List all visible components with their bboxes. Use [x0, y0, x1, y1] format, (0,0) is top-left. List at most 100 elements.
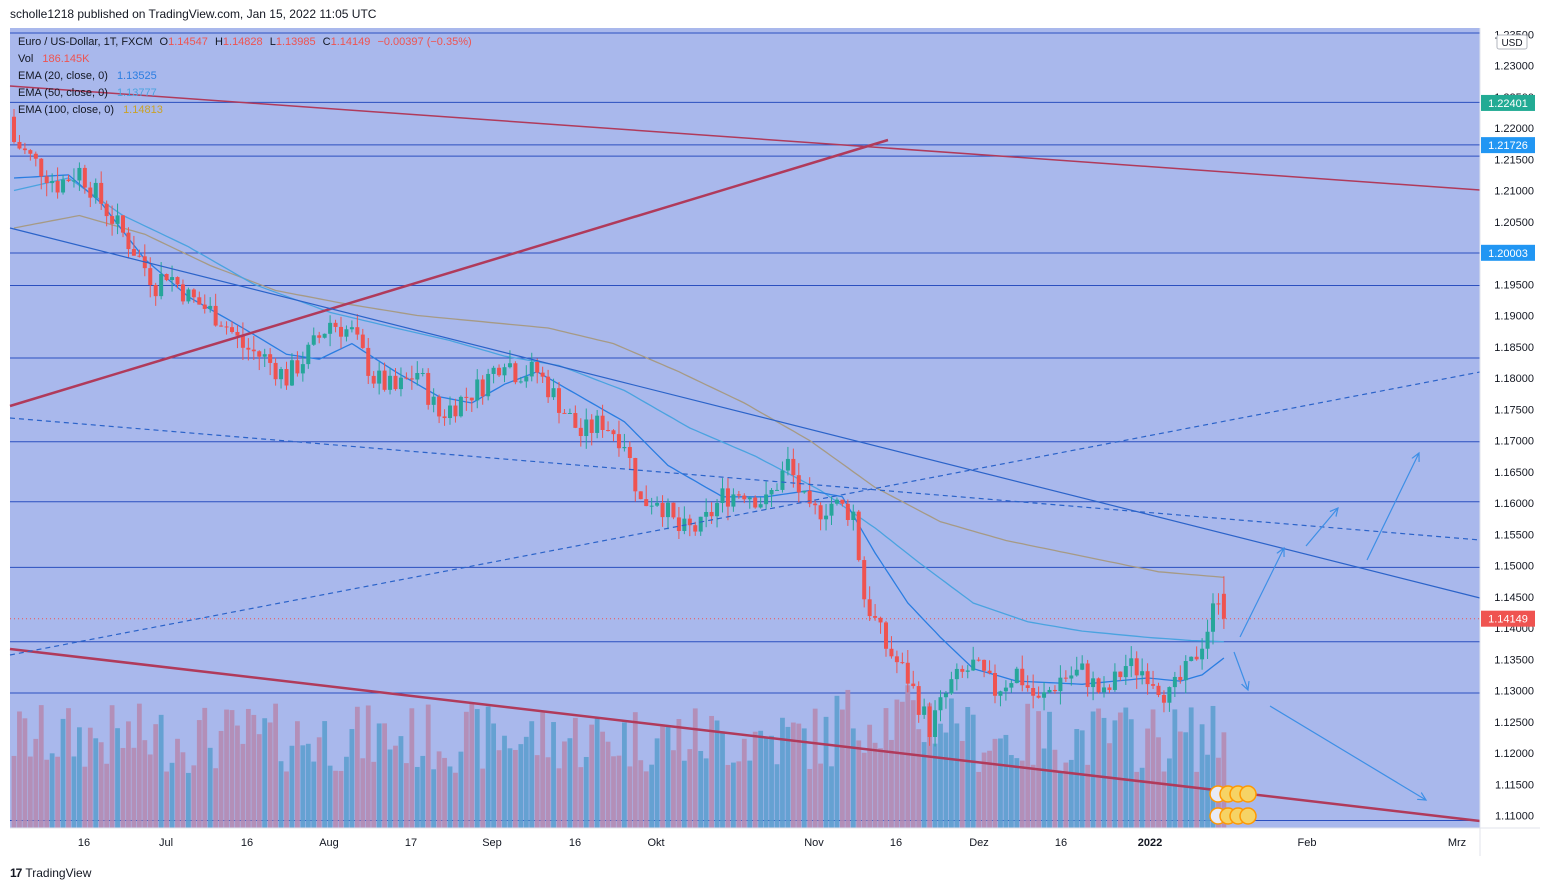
- candle-body: [39, 158, 44, 177]
- candle-body: [993, 672, 997, 696]
- candle-body: [1025, 685, 1030, 688]
- volume-bar: [681, 760, 687, 828]
- ema50-label[interactable]: EMA (50, close, 0): [18, 87, 108, 99]
- volume-bar: [1117, 712, 1123, 828]
- candle-body: [458, 396, 463, 417]
- candle-body: [704, 511, 709, 517]
- candle-body: [943, 693, 948, 698]
- currency-label: USD: [1501, 38, 1522, 49]
- footer-brand[interactable]: 17 TradingView: [10, 866, 91, 880]
- candle-body: [1069, 675, 1074, 679]
- candle-body: [546, 376, 551, 398]
- volume-bar: [1079, 730, 1085, 828]
- volume-bar: [949, 698, 954, 828]
- volume-bar: [932, 743, 938, 828]
- candle-body: [175, 277, 180, 285]
- price-tick-label: 1.12000: [1494, 748, 1534, 760]
- volume-bar: [136, 703, 142, 828]
- candle-body: [28, 150, 33, 154]
- candle-body: [845, 503, 850, 521]
- volume-bar: [82, 766, 88, 828]
- candle-body: [1216, 603, 1221, 605]
- volume-bar: [567, 738, 573, 828]
- event-flag-icon[interactable]: [1239, 807, 1257, 825]
- volume-bar: [180, 752, 186, 828]
- candle-body: [437, 396, 442, 417]
- volume-bar: [147, 754, 153, 828]
- volume-bar: [1085, 764, 1091, 828]
- volume-bar: [801, 728, 807, 828]
- candle-body: [1178, 676, 1183, 681]
- candle-body: [742, 495, 747, 500]
- volume-bar: [823, 716, 829, 828]
- candle-body: [1189, 656, 1194, 662]
- candle-body: [867, 599, 872, 617]
- candle-body: [17, 141, 22, 149]
- volume-bar: [164, 771, 169, 828]
- volume-bar: [540, 712, 546, 828]
- volume-bar: [1068, 759, 1074, 828]
- candle-body: [371, 375, 376, 384]
- candle-body: [758, 504, 763, 508]
- high-value: 1.14828: [222, 36, 263, 48]
- volume-bar: [1139, 767, 1145, 828]
- price-tick-label: 1.21000: [1494, 186, 1534, 198]
- volume-bar: [600, 731, 605, 828]
- candle-body: [44, 176, 49, 184]
- volume-bar: [251, 714, 257, 828]
- symbol-title[interactable]: Euro / US-Dollar, 1T, FXCM: [18, 36, 153, 48]
- volume-bar: [1041, 748, 1047, 828]
- ema20-label[interactable]: EMA (20, close, 0): [18, 70, 108, 82]
- volume-bar: [998, 738, 1003, 828]
- time-axis[interactable]: 16 Jul 16 Aug 17 Sep 16 Okt Nov 16 Dez 16 2022 Feb Mrz: [78, 837, 1466, 849]
- economic-event-icons[interactable]: [1209, 785, 1257, 825]
- candle-body: [360, 334, 365, 348]
- volume-bar: [77, 727, 82, 828]
- volume-bar: [589, 724, 595, 828]
- volume-bar: [807, 768, 813, 828]
- volume-label[interactable]: Vol: [18, 53, 34, 65]
- volume-bar: [235, 725, 240, 828]
- volume-bars: [11, 685, 1227, 828]
- ema100-label[interactable]: EMA (100, close, 0): [18, 104, 114, 116]
- volume-bar: [66, 708, 71, 828]
- candle-body: [230, 327, 234, 332]
- volume-bar: [872, 742, 878, 828]
- candle-body: [1161, 694, 1166, 703]
- price-labels: 1.22401 1.21726 1.20003 1.14149: [1481, 94, 1535, 627]
- candle-body: [802, 490, 807, 493]
- volume-bar: [502, 735, 507, 828]
- volume-bar: [1090, 711, 1096, 828]
- volume-bar: [910, 700, 916, 828]
- volume-bar: [333, 770, 338, 828]
- candle-body: [431, 396, 436, 405]
- candle-body: [878, 617, 883, 623]
- candle-body: [562, 412, 567, 414]
- candle-body: [633, 457, 638, 492]
- candle-body: [649, 505, 654, 507]
- event-flag-icon[interactable]: [1239, 785, 1257, 803]
- candle-body: [627, 446, 632, 458]
- volume-bar: [959, 740, 965, 828]
- candle-body: [856, 511, 861, 561]
- volume-bar: [534, 755, 540, 828]
- volume-bar: [87, 727, 93, 828]
- publisher-header: scholle1218 published on TradingView.com…: [10, 7, 377, 21]
- candle-body: [715, 503, 720, 517]
- candle-body: [55, 180, 60, 193]
- candle-body: [366, 347, 371, 376]
- volume-bar: [420, 755, 426, 828]
- close-label: C: [322, 36, 331, 48]
- volume-bar: [954, 723, 960, 828]
- change-value: −0.00397 (−0.35%): [377, 36, 472, 48]
- price-tick-label: 1.19500: [1494, 279, 1534, 291]
- tradingview-logo-icon: 17: [10, 866, 22, 880]
- candle-body: [638, 491, 643, 500]
- candle-body: [1151, 684, 1156, 686]
- candle-body: [1052, 689, 1057, 692]
- candle-body: [616, 434, 621, 449]
- candle-body: [273, 362, 278, 380]
- volume-bar: [469, 703, 475, 828]
- candle-body: [137, 255, 142, 257]
